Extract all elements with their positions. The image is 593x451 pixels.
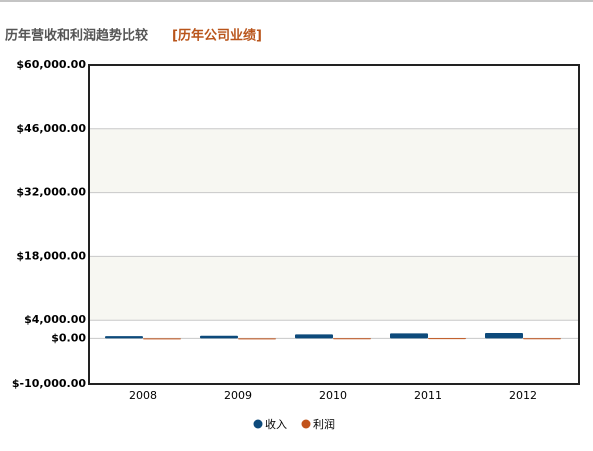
chart-subtitle[interactable]: [历年公司业绩] [172, 28, 262, 44]
bar [390, 333, 428, 339]
bar [523, 338, 561, 340]
y-tick-label: $60,000.00 [16, 58, 86, 71]
bar [295, 334, 333, 339]
y-tick-label: $18,000.00 [16, 249, 86, 262]
grid-band [89, 128, 579, 193]
bar [428, 338, 466, 340]
x-tick-label: 2009 [224, 389, 252, 402]
y-tick-label: $32,000.00 [16, 186, 86, 199]
bar [143, 338, 181, 340]
legend-label[interactable]: 利润 [313, 417, 335, 431]
y-tick-label: $0.00 [51, 331, 86, 344]
x-tick-label: 2012 [509, 389, 537, 402]
bar [238, 338, 276, 340]
x-tick-label: 2008 [129, 389, 157, 402]
chart-title: 历年营收和利润趋势比较 [5, 28, 148, 44]
x-tick-label: 2010 [319, 389, 347, 402]
legend-label[interactable]: 收入 [265, 417, 287, 431]
legend-marker [253, 419, 263, 429]
bar [200, 335, 238, 339]
bar [333, 338, 371, 340]
x-tick-label: 2011 [414, 389, 442, 402]
bar [485, 332, 523, 339]
y-tick-label: $4,000.00 [24, 313, 86, 326]
plot-border [88, 64, 580, 385]
y-tick-label: $-10,000.00 [12, 377, 86, 390]
y-tick-label: $46,000.00 [16, 122, 86, 135]
bar [105, 336, 143, 339]
legend-marker [301, 419, 311, 429]
grid-band [89, 256, 579, 321]
